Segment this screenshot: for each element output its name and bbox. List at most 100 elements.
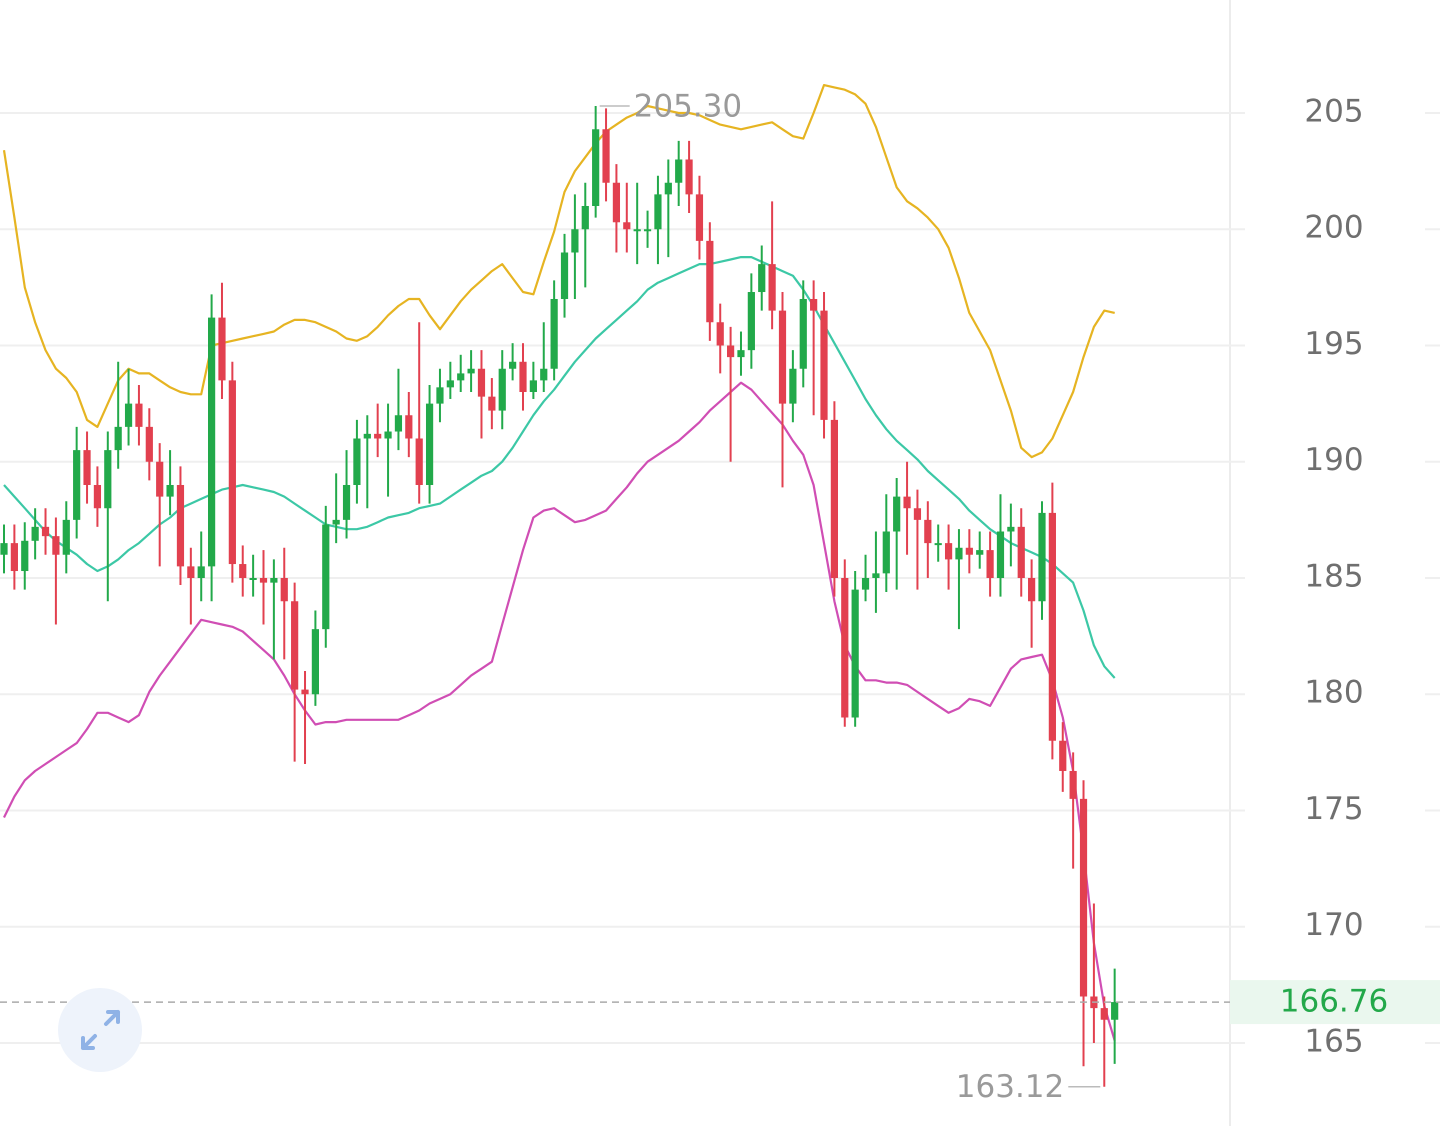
candle-body: [10, 543, 18, 572]
candle-body: [799, 298, 807, 369]
candle-body: [436, 387, 444, 404]
candle-body: [457, 373, 465, 381]
candle-body: [446, 380, 454, 388]
last-price-bg: [1230, 980, 1440, 1025]
candle-body: [976, 550, 984, 555]
candle-body: [21, 540, 29, 572]
band-line: [2, 83, 1115, 459]
candle-body: [955, 547, 963, 560]
candle-body: [197, 566, 205, 578]
annotations: 205.30 163.12 166.76: [0, 89, 1440, 1105]
candle-body: [156, 461, 164, 497]
candle-body: [301, 689, 309, 695]
candle-body: [1017, 526, 1025, 578]
candle-body: [820, 310, 828, 420]
expand-button-bg[interactable]: [58, 988, 142, 1072]
candle-body: [571, 229, 579, 253]
candle-body: [1028, 577, 1036, 602]
candle-body: [208, 317, 216, 567]
candle-body: [280, 577, 288, 602]
candle-body: [342, 484, 351, 520]
candle-body: [1079, 798, 1088, 997]
last-price-label: 166.76: [1280, 984, 1388, 1020]
high-label: 205.30: [634, 89, 742, 125]
candle-body: [488, 396, 496, 411]
candle-body: [903, 496, 911, 509]
candle-body: [114, 426, 122, 451]
candle-body: [529, 380, 537, 392]
candle-body: [228, 380, 236, 565]
candle-body: [176, 484, 185, 567]
candle-body: [73, 450, 81, 520]
candle-body: [291, 601, 299, 690]
y-tick-label: 170: [1304, 907, 1363, 943]
candle-body: [1048, 512, 1056, 741]
y-tick-label: 200: [1304, 210, 1363, 246]
candle-body: [52, 536, 60, 555]
candle-body: [924, 519, 932, 544]
candle-body: [1100, 1008, 1108, 1020]
candle-body: [384, 431, 392, 439]
candle-body: [550, 298, 558, 369]
candle-body: [913, 508, 922, 520]
candle-body: [996, 531, 1005, 578]
candle-body: [830, 419, 838, 578]
candle-body: [415, 438, 423, 485]
candle-body: [135, 403, 143, 427]
candle-body: [1111, 1002, 1119, 1020]
candle-body: [685, 159, 693, 195]
candle-body: [187, 566, 195, 578]
candle-body: [965, 547, 973, 555]
candle-body: [1059, 740, 1067, 771]
candle-body: [363, 433, 371, 439]
candle-body: [83, 450, 91, 485]
candle-body: [592, 129, 600, 206]
candle-body: [166, 484, 174, 497]
expand-icon[interactable]: [81, 1010, 120, 1050]
candle-body: [758, 264, 766, 293]
candle-body: [789, 368, 797, 404]
candle-body: [218, 317, 226, 381]
candle-body: [944, 543, 953, 560]
candle-body: [872, 573, 880, 578]
expand-button[interactable]: [58, 988, 142, 1072]
candle-body: [374, 433, 382, 439]
candle-body: [270, 577, 278, 583]
y-tick-label: 195: [1304, 326, 1363, 362]
candle-body: [62, 519, 70, 555]
candle-body: [239, 564, 247, 578]
candle-body: [31, 526, 39, 541]
candle-body: [425, 403, 434, 485]
candle-body: [810, 298, 818, 311]
candle-body: [477, 368, 486, 397]
candle-body: [104, 450, 112, 509]
candle-body: [716, 322, 724, 346]
y-tick-label: 190: [1304, 442, 1363, 478]
candle-body: [259, 577, 268, 583]
candle-body: [737, 350, 745, 358]
candle-body: [727, 345, 735, 358]
candle-body: [612, 182, 621, 223]
candle-body: [581, 205, 589, 230]
band-line: [3, 256, 1116, 679]
candle-body: [768, 264, 776, 311]
candle-body: [145, 426, 153, 462]
candle-body: [1007, 526, 1015, 532]
candle-body: [467, 368, 475, 374]
candle-body: [560, 252, 569, 299]
candle-body: [654, 194, 662, 230]
candle-body: [675, 159, 683, 183]
candle-body: [893, 496, 901, 532]
candle-body: [695, 194, 704, 241]
candle-body: [882, 531, 890, 574]
y-tick-label: 205: [1304, 93, 1363, 129]
candle-body: [41, 526, 50, 537]
candle-body: [249, 577, 257, 580]
candle-body: [861, 577, 870, 590]
candle-body: [841, 577, 849, 718]
candle-body: [664, 182, 672, 195]
candle-body: [643, 229, 652, 232]
low-label: 163.12: [956, 1069, 1064, 1105]
y-tick-label: 185: [1304, 558, 1363, 594]
